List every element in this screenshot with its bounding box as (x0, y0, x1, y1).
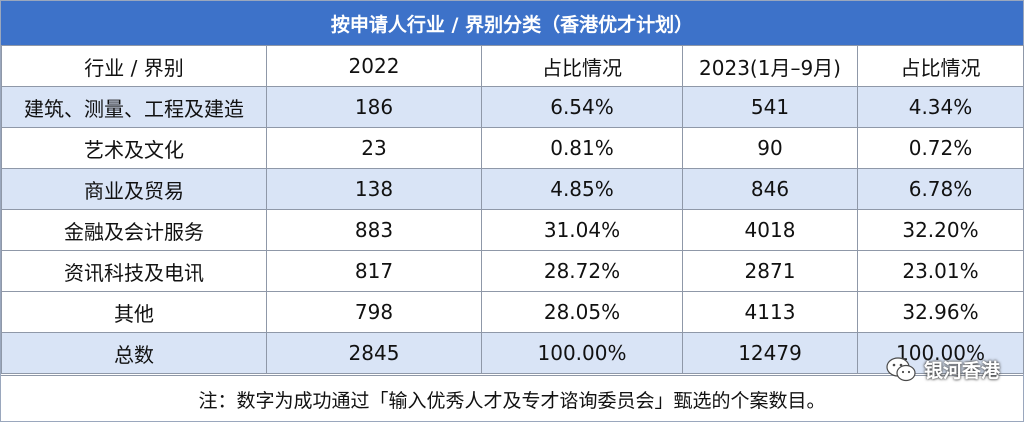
data-table: 行业 / 界别 2022 占比情况 2023(1月–9月) 占比情况 建筑、测量… (1, 45, 1024, 374)
cell-2023: 4113 (682, 291, 858, 333)
cell-share-2023: 32.96% (857, 291, 1024, 333)
cell-2022: 798 (266, 291, 482, 333)
table-footnote: 注：数字为成功通过「输入优秀人才及专才谘询委员会」甄选的个案数目。 (1, 375, 1023, 422)
cell-2023: 4018 (682, 209, 858, 251)
table-row: 建筑、测量、工程及建造 186 6.54% 541 4.34% (1, 86, 1024, 128)
cell-2022: 138 (266, 168, 482, 210)
cell-2022: 186 (266, 86, 482, 128)
cell-2022: 2845 (266, 332, 482, 374)
table-row: 金融及会计服务 883 31.04% 4018 32.20% (1, 209, 1024, 251)
cell-share-2022: 4.85% (481, 168, 683, 210)
table-row: 资讯科技及电讯 817 28.72% 2871 23.01% (1, 250, 1024, 292)
header-share-2022: 占比情况 (481, 45, 683, 87)
cell-share-2023: 100.00% (857, 332, 1024, 374)
watermark: 银河香港 (886, 356, 1000, 383)
table-title: 按申请人行业 / 界别分类（香港优才计划） (1, 1, 1023, 45)
cell-industry: 金融及会计服务 (1, 209, 267, 251)
watermark-text: 银河香港 (923, 360, 1000, 382)
cell-share-2022: 0.81% (481, 127, 683, 169)
table-row: 其他 798 28.05% 4113 32.96% (1, 291, 1024, 333)
header-industry: 行业 / 界别 (1, 45, 267, 87)
header-2023: 2023(1月–9月) (682, 45, 858, 87)
header-2022: 2022 (266, 45, 482, 87)
cell-2022: 883 (266, 209, 482, 251)
cell-share-2022: 28.72% (481, 250, 683, 292)
cell-2023: 12479 (682, 332, 858, 374)
total-row: 总数 2845 100.00% 12479 100.00% (1, 332, 1024, 374)
cell-industry: 艺术及文化 (1, 127, 267, 169)
cell-2023: 846 (682, 168, 858, 210)
cell-industry: 商业及贸易 (1, 168, 267, 210)
wechat-icon (886, 356, 916, 381)
cell-industry: 建筑、测量、工程及建造 (1, 86, 267, 128)
cell-2022: 23 (266, 127, 482, 169)
cell-2023: 541 (682, 86, 858, 128)
cell-industry: 总数 (1, 332, 267, 374)
cell-share-2023: 6.78% (857, 168, 1024, 210)
cell-share-2022: 31.04% (481, 209, 683, 251)
header-share-2023: 占比情况 (857, 45, 1024, 87)
cell-share-2023: 0.72% (857, 127, 1024, 169)
cell-share-2023: 4.34% (857, 86, 1024, 128)
table-row: 艺术及文化 23 0.81% 90 0.72% (1, 127, 1024, 169)
table-row: 商业及贸易 138 4.85% 846 6.78% (1, 168, 1024, 210)
cell-share-2022: 100.00% (481, 332, 683, 374)
cell-share-2022: 28.05% (481, 291, 683, 333)
cell-industry: 资讯科技及电讯 (1, 250, 267, 292)
cell-2022: 817 (266, 250, 482, 292)
cell-share-2023: 32.20% (857, 209, 1024, 251)
cell-2023: 2871 (682, 250, 858, 292)
header-row: 行业 / 界别 2022 占比情况 2023(1月–9月) 占比情况 (1, 45, 1024, 87)
cell-industry: 其他 (1, 291, 267, 333)
cell-share-2022: 6.54% (481, 86, 683, 128)
cell-2023: 90 (682, 127, 858, 169)
cell-share-2023: 23.01% (857, 250, 1024, 292)
